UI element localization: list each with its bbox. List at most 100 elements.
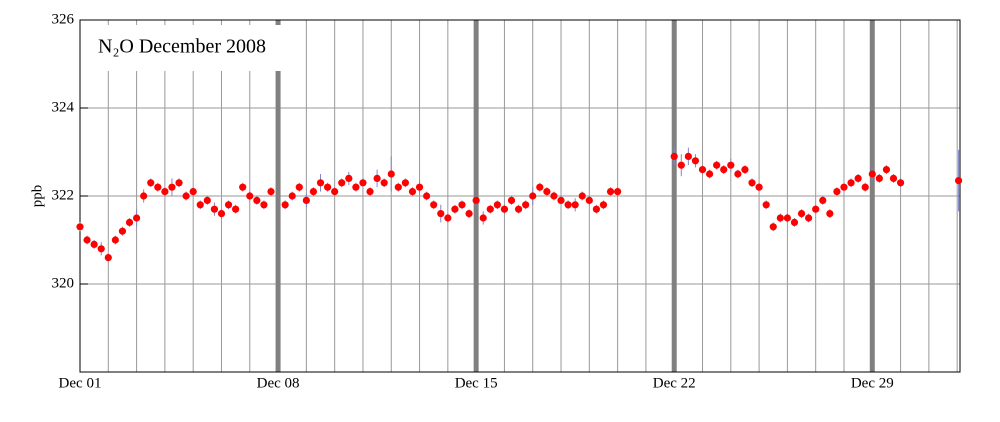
point <box>840 183 848 191</box>
point <box>606 188 615 196</box>
point <box>175 179 183 187</box>
point <box>189 188 197 196</box>
point <box>472 196 480 204</box>
point <box>882 166 891 174</box>
x-tick-label: Dec 01 <box>59 375 102 391</box>
point <box>359 179 367 187</box>
point <box>423 192 431 200</box>
point <box>762 201 770 209</box>
point <box>833 188 841 196</box>
point <box>203 196 211 204</box>
point <box>493 201 501 209</box>
point <box>104 254 112 262</box>
point <box>90 240 98 248</box>
point <box>154 183 162 191</box>
point <box>826 210 834 218</box>
point <box>430 201 438 209</box>
plot-frame <box>79 19 961 373</box>
point <box>125 218 134 226</box>
point <box>720 166 728 174</box>
x-tick-label: Dec 08 <box>257 375 300 391</box>
point <box>868 170 876 178</box>
point <box>819 196 827 204</box>
point <box>437 210 445 218</box>
point <box>529 192 537 200</box>
point <box>316 179 325 187</box>
x-tick-label: Dec 29 <box>851 375 894 391</box>
point <box>232 205 240 213</box>
point <box>401 179 410 187</box>
point <box>224 201 233 209</box>
point <box>168 183 176 191</box>
point <box>217 210 226 218</box>
point <box>196 201 204 209</box>
point <box>677 161 685 169</box>
point <box>755 183 763 191</box>
point <box>331 188 339 196</box>
point <box>670 152 678 160</box>
point <box>698 166 707 174</box>
y-axis-label: ppb <box>29 185 45 208</box>
point <box>118 227 127 235</box>
point <box>295 183 303 191</box>
point <box>323 183 332 191</box>
point <box>536 183 544 191</box>
point <box>147 179 155 187</box>
point <box>267 188 275 196</box>
point <box>83 236 91 244</box>
point <box>246 192 254 200</box>
point <box>132 214 141 222</box>
point <box>797 210 806 218</box>
point <box>486 205 494 213</box>
point <box>352 183 360 191</box>
title-box <box>85 25 290 71</box>
point <box>415 183 424 191</box>
point <box>748 179 756 187</box>
point <box>373 174 381 182</box>
point <box>954 177 963 185</box>
point <box>309 188 318 196</box>
point <box>705 170 714 178</box>
point <box>76 223 84 231</box>
point <box>578 192 586 200</box>
point <box>875 174 883 182</box>
point <box>111 236 119 244</box>
point <box>451 205 459 213</box>
point <box>592 205 600 213</box>
y-tick-label: 320 <box>52 275 75 291</box>
point <box>288 192 296 200</box>
y-tick-label: 326 <box>52 11 75 27</box>
point <box>465 210 473 218</box>
x-tick-label: Dec 15 <box>455 375 498 391</box>
point <box>387 170 395 178</box>
point <box>585 196 593 204</box>
point <box>302 196 310 204</box>
point <box>805 214 813 222</box>
point <box>614 188 622 196</box>
point <box>854 174 862 182</box>
point <box>812 205 820 213</box>
point <box>713 161 721 169</box>
point <box>522 201 530 209</box>
point <box>514 205 523 213</box>
point <box>691 157 700 165</box>
point <box>734 170 742 178</box>
point <box>550 192 558 200</box>
point <box>281 201 289 209</box>
point <box>741 166 749 174</box>
point <box>564 201 572 209</box>
point <box>210 205 219 213</box>
point <box>253 196 261 204</box>
y-tick-label: 324 <box>52 99 75 115</box>
point <box>479 214 487 222</box>
point <box>599 201 608 209</box>
point <box>338 179 346 187</box>
point <box>161 188 169 196</box>
point <box>140 192 148 200</box>
point <box>444 214 452 222</box>
point <box>366 188 374 196</box>
x-tick-label: Dec 22 <box>653 375 696 391</box>
point <box>889 174 898 182</box>
point <box>727 161 735 169</box>
